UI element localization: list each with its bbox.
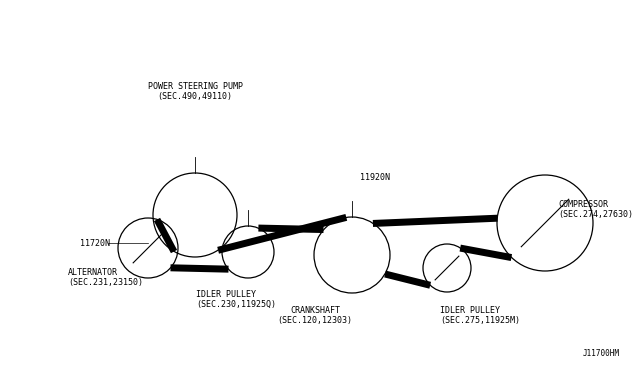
Polygon shape bbox=[384, 270, 431, 289]
Polygon shape bbox=[170, 264, 228, 273]
Text: (SEC.231,23150): (SEC.231,23150) bbox=[68, 278, 143, 287]
Polygon shape bbox=[460, 245, 512, 261]
Text: (SEC.274,27630): (SEC.274,27630) bbox=[558, 210, 633, 219]
Text: (SEC.120,12303): (SEC.120,12303) bbox=[278, 316, 353, 325]
Text: IDLER PULLEY: IDLER PULLEY bbox=[196, 290, 256, 299]
Text: 11920N: 11920N bbox=[360, 173, 390, 183]
Polygon shape bbox=[259, 225, 324, 233]
Polygon shape bbox=[217, 214, 347, 254]
Text: COMPRESSOR: COMPRESSOR bbox=[558, 200, 608, 209]
Polygon shape bbox=[154, 218, 177, 253]
Text: (SEC.230,11925Q): (SEC.230,11925Q) bbox=[196, 300, 276, 309]
Text: ALTERNATOR: ALTERNATOR bbox=[68, 268, 118, 277]
Text: IDLER PULLEY: IDLER PULLEY bbox=[440, 306, 500, 315]
Text: (SEC.275,11925M): (SEC.275,11925M) bbox=[440, 316, 520, 325]
Text: CRANKSHAFT: CRANKSHAFT bbox=[290, 306, 340, 315]
Text: (SEC.490,49110): (SEC.490,49110) bbox=[157, 92, 232, 101]
Text: POWER STEERING PUMP: POWER STEERING PUMP bbox=[147, 82, 243, 91]
Text: 11720N: 11720N bbox=[80, 238, 110, 247]
Text: J11700HM: J11700HM bbox=[583, 349, 620, 358]
Polygon shape bbox=[372, 215, 498, 227]
